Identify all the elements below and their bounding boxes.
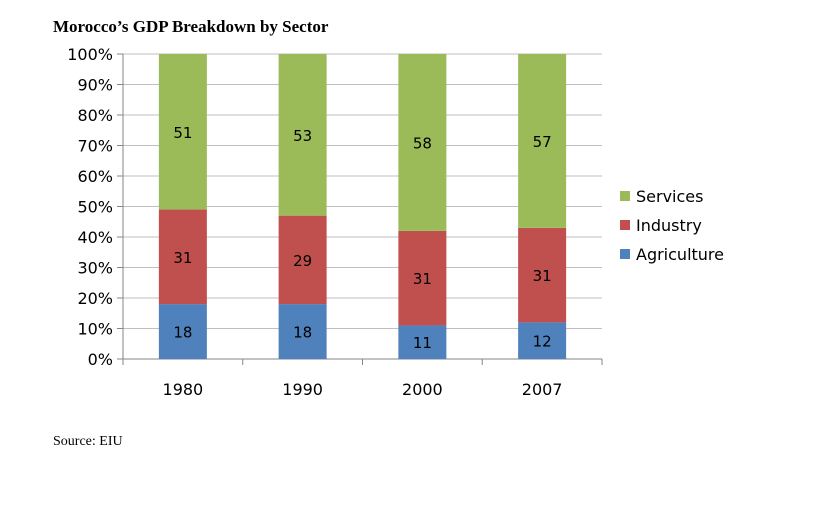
y-tick-label: 100%	[67, 45, 113, 64]
y-tick-label: 70%	[77, 137, 113, 156]
y-tick-label: 80%	[77, 106, 113, 125]
y-tick-label: 90%	[77, 76, 113, 95]
x-tick-label: 2007	[522, 380, 563, 399]
data-label-services-1990: 53	[293, 127, 312, 145]
chart-title: Morocco’s GDP Breakdown by Sector	[53, 17, 329, 36]
bar-services-2007	[518, 54, 567, 228]
bars	[158, 54, 567, 359]
y-tick-label: 30%	[77, 259, 113, 278]
y-tick-label: 10%	[77, 320, 113, 339]
y-tick-label: 20%	[77, 289, 113, 308]
bar-agriculture-2007	[518, 322, 567, 359]
data-label-agriculture-1990: 18	[293, 324, 312, 342]
bar-industry-2000	[398, 230, 447, 326]
y-tick-label: 60%	[77, 167, 113, 186]
legend-swatch-services	[620, 191, 630, 201]
data-label-industry-1980: 31	[173, 249, 192, 267]
x-tick-label: 2000	[402, 380, 443, 399]
bar-agriculture-1980	[158, 304, 207, 359]
data-label-agriculture-2007: 12	[533, 333, 552, 351]
y-tick-label: 0%	[88, 350, 113, 369]
data-label-services-2007: 57	[533, 133, 552, 151]
data-label-services-2000: 58	[413, 134, 432, 152]
data-label-agriculture-2000: 11	[413, 334, 432, 352]
bar-agriculture-2000	[398, 325, 447, 359]
y-tick-label: 40%	[77, 228, 113, 247]
bar-agriculture-1990	[278, 304, 327, 359]
legend-label-industry: Industry	[636, 216, 702, 235]
bar-services-2000	[398, 54, 447, 231]
data-label-services-1980: 51	[173, 124, 192, 142]
source-note: Source: EIU	[53, 434, 123, 449]
bar-industry-1990	[278, 215, 327, 305]
data-labels: 18 31 51 18 29 53 11 31 58 12 31 57	[173, 124, 551, 352]
bar-industry-1980	[158, 209, 207, 305]
bar-services-1990	[278, 54, 327, 216]
legend-label-services: Services	[636, 187, 703, 206]
axes: 0% 10% 20% 30% 40% 50% 60% 70% 80% 90% 100% 1980 199…	[67, 45, 603, 399]
data-label-industry-1990: 29	[293, 252, 312, 270]
legend-label-agriculture: Agriculture	[636, 245, 724, 264]
data-label-industry-2000: 31	[413, 270, 432, 288]
x-tick-label: 1990	[282, 380, 323, 399]
legend: Services Industry Agriculture	[620, 187, 724, 264]
y-tick-label: 50%	[77, 198, 113, 217]
x-tick-label: 1980	[163, 380, 204, 399]
legend-swatch-agriculture	[620, 249, 630, 259]
legend-swatch-industry	[620, 220, 630, 230]
data-label-industry-2007: 31	[533, 267, 552, 285]
bar-services-1980	[158, 54, 207, 210]
bar-industry-2007	[518, 227, 567, 323]
data-label-agriculture-1980: 18	[173, 324, 192, 342]
